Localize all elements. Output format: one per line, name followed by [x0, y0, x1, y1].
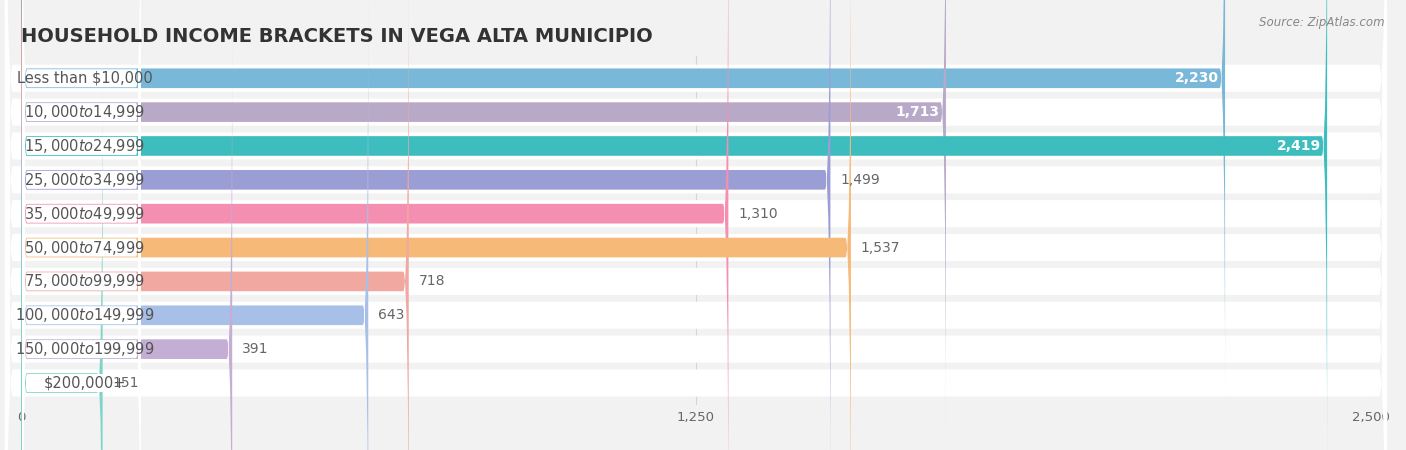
FancyBboxPatch shape: [22, 0, 141, 450]
FancyBboxPatch shape: [21, 0, 831, 450]
Text: HOUSEHOLD INCOME BRACKETS IN VEGA ALTA MUNICIPIO: HOUSEHOLD INCOME BRACKETS IN VEGA ALTA M…: [21, 27, 652, 46]
FancyBboxPatch shape: [4, 0, 1388, 450]
Text: 1,537: 1,537: [860, 241, 900, 255]
Text: 643: 643: [378, 308, 405, 322]
FancyBboxPatch shape: [22, 0, 141, 442]
FancyBboxPatch shape: [4, 0, 1388, 450]
Text: $15,000 to $24,999: $15,000 to $24,999: [24, 137, 145, 155]
FancyBboxPatch shape: [4, 0, 1388, 450]
FancyBboxPatch shape: [22, 54, 141, 450]
FancyBboxPatch shape: [4, 0, 1388, 450]
FancyBboxPatch shape: [4, 0, 1388, 450]
Text: 718: 718: [419, 274, 444, 288]
Text: $10,000 to $14,999: $10,000 to $14,999: [24, 103, 145, 121]
FancyBboxPatch shape: [22, 0, 141, 450]
Text: 2,230: 2,230: [1174, 71, 1219, 85]
Text: $25,000 to $34,999: $25,000 to $34,999: [24, 171, 145, 189]
Text: $150,000 to $199,999: $150,000 to $199,999: [15, 340, 155, 358]
FancyBboxPatch shape: [22, 0, 141, 374]
FancyBboxPatch shape: [4, 0, 1388, 450]
Text: 2,419: 2,419: [1277, 139, 1320, 153]
Text: 1,499: 1,499: [841, 173, 880, 187]
Text: $75,000 to $99,999: $75,000 to $99,999: [24, 272, 145, 290]
Text: $35,000 to $49,999: $35,000 to $49,999: [24, 205, 145, 223]
FancyBboxPatch shape: [21, 0, 409, 450]
Text: Less than $10,000: Less than $10,000: [17, 71, 153, 86]
Text: 1,310: 1,310: [738, 207, 778, 220]
Text: 1,713: 1,713: [896, 105, 939, 119]
FancyBboxPatch shape: [22, 0, 141, 450]
FancyBboxPatch shape: [22, 0, 141, 408]
FancyBboxPatch shape: [4, 0, 1388, 450]
FancyBboxPatch shape: [21, 0, 728, 450]
Text: 391: 391: [242, 342, 269, 356]
FancyBboxPatch shape: [22, 0, 141, 450]
FancyBboxPatch shape: [21, 0, 1327, 450]
FancyBboxPatch shape: [22, 19, 141, 450]
Text: $200,000+: $200,000+: [44, 375, 127, 391]
FancyBboxPatch shape: [4, 0, 1388, 450]
FancyBboxPatch shape: [21, 0, 1225, 407]
Text: $50,000 to $74,999: $50,000 to $74,999: [24, 238, 145, 256]
FancyBboxPatch shape: [21, 20, 232, 450]
Text: Source: ZipAtlas.com: Source: ZipAtlas.com: [1260, 16, 1385, 29]
FancyBboxPatch shape: [21, 0, 368, 450]
FancyBboxPatch shape: [21, 0, 851, 450]
FancyBboxPatch shape: [4, 0, 1388, 450]
FancyBboxPatch shape: [4, 0, 1388, 450]
FancyBboxPatch shape: [22, 87, 141, 450]
FancyBboxPatch shape: [21, 54, 103, 450]
Text: 151: 151: [112, 376, 139, 390]
FancyBboxPatch shape: [21, 0, 946, 441]
Text: $100,000 to $149,999: $100,000 to $149,999: [15, 306, 155, 324]
